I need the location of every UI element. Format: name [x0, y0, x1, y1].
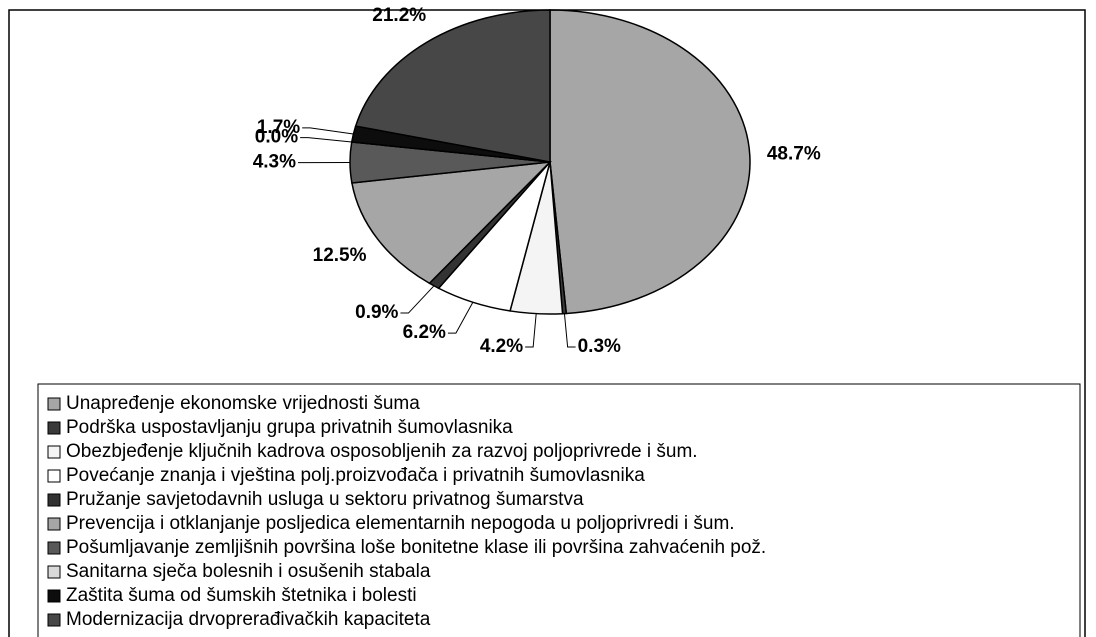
legend-swatch — [47, 469, 61, 483]
legend-label: Povećanje znanja i vještina polj.proizvo… — [66, 465, 645, 486]
data-label: 6.2% — [403, 322, 446, 343]
legend-swatch — [47, 445, 61, 459]
legend-swatch — [47, 517, 61, 531]
pie-slice — [351, 161, 553, 285]
legend-label: Pružanje savjetodavnih usluga u sektoru … — [66, 489, 584, 510]
leader-line — [447, 302, 474, 334]
legend-label: Pošumljavanje zemljišnih površina loše b… — [66, 537, 766, 558]
legend-swatch — [47, 613, 61, 627]
legend-swatch — [47, 493, 61, 507]
data-label: 0.3% — [578, 336, 621, 357]
legend-swatch — [47, 589, 61, 603]
legend-swatch — [47, 541, 61, 555]
data-label: 4.2% — [480, 336, 523, 357]
data-label: 4.3% — [253, 152, 296, 173]
leader-line — [563, 313, 576, 348]
data-label: 0.9% — [355, 302, 398, 323]
legend-label: Prevencija i otklanjanje posljedica elem… — [66, 513, 735, 534]
data-label: 48.7% — [767, 143, 821, 164]
data-label: 1.7% — [257, 117, 300, 138]
legend-box — [37, 383, 1081, 637]
legend-label: Modernizacija drvoprerađivačkih kapacite… — [66, 609, 431, 630]
data-label: 21.2% — [372, 5, 426, 26]
legend-swatch — [47, 565, 61, 579]
leader-line — [525, 313, 537, 348]
legend-swatch — [47, 421, 61, 435]
legend-label: Unapređenje ekonomske vrijednosti šuma — [66, 393, 420, 414]
legend-label: Podrška uspostavljanju grupa privatnih š… — [66, 417, 513, 438]
data-label: 12.5% — [313, 245, 367, 266]
leader-line — [400, 285, 435, 314]
legend-label: Sanitarna sječa bolesnih i osušenih stab… — [66, 561, 431, 582]
legend-swatch — [47, 397, 61, 411]
leader-line — [300, 137, 352, 143]
legend-label: Zaštita šuma od šumskih štetnika i boles… — [66, 585, 417, 606]
data-label: 0.0% — [255, 127, 298, 148]
pie-slice — [354, 9, 551, 163]
leader-line — [302, 127, 354, 135]
pie-slice — [549, 9, 751, 315]
legend-label: Obezbjeđenje ključnih kadrova osposoblje… — [66, 441, 698, 462]
